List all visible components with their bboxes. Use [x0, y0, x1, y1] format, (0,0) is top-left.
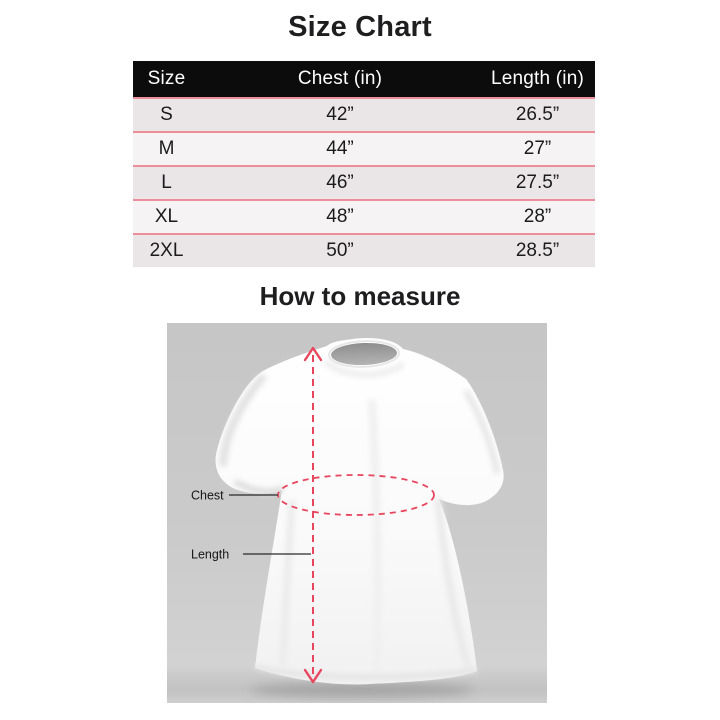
- arrow-down-icon: [303, 668, 323, 684]
- length-value: 26.5”: [480, 97, 595, 132]
- floor-shadow: [250, 682, 474, 698]
- col-header-length: Length (in): [480, 61, 595, 98]
- page-title: Size Chart: [288, 11, 432, 43]
- length-label: Length: [191, 548, 229, 562]
- chest-value: 42”: [200, 97, 480, 132]
- chest-label: Chest: [191, 489, 224, 503]
- size-value: XL: [133, 199, 200, 234]
- table-row-m: M 44” 27”: [133, 131, 595, 166]
- length-value: 27.5”: [480, 165, 595, 200]
- chest-value: 50”: [200, 233, 480, 267]
- tshirt-illustration: Chest Length: [167, 323, 547, 703]
- measurement-annotations: Chest Length: [191, 346, 435, 684]
- table-row-l: L 46” 27.5”: [133, 165, 595, 200]
- size-value: 2XL: [133, 233, 200, 267]
- size-table-header-row: Size Chest (in) Length (in): [133, 61, 595, 98]
- chest-value: 46”: [200, 165, 480, 200]
- length-value: 27”: [480, 131, 595, 166]
- size-table: Size Chest (in) Length (in) S 42” 26.5” …: [133, 61, 595, 267]
- col-header-chest: Chest (in): [200, 61, 480, 98]
- chest-value: 48”: [200, 199, 480, 234]
- tshirt: [215, 337, 504, 685]
- measure-figure: Chest Length: [167, 323, 547, 703]
- neck-opening: [331, 342, 397, 366]
- measure-heading: How to measure: [259, 281, 461, 311]
- length-value: 28.5”: [480, 233, 595, 267]
- size-value: M: [133, 131, 200, 166]
- table-row-xl: XL 48” 28”: [133, 199, 595, 234]
- arrow-up-icon: [303, 346, 323, 362]
- chest-value: 44”: [200, 131, 480, 166]
- size-value: S: [133, 97, 200, 132]
- table-row-s: S 42” 26.5”: [133, 97, 595, 132]
- size-value: L: [133, 165, 200, 200]
- col-header-size: Size: [133, 61, 200, 98]
- table-row-2xl: 2XL 50” 28.5”: [133, 233, 595, 267]
- length-value: 28”: [480, 199, 595, 234]
